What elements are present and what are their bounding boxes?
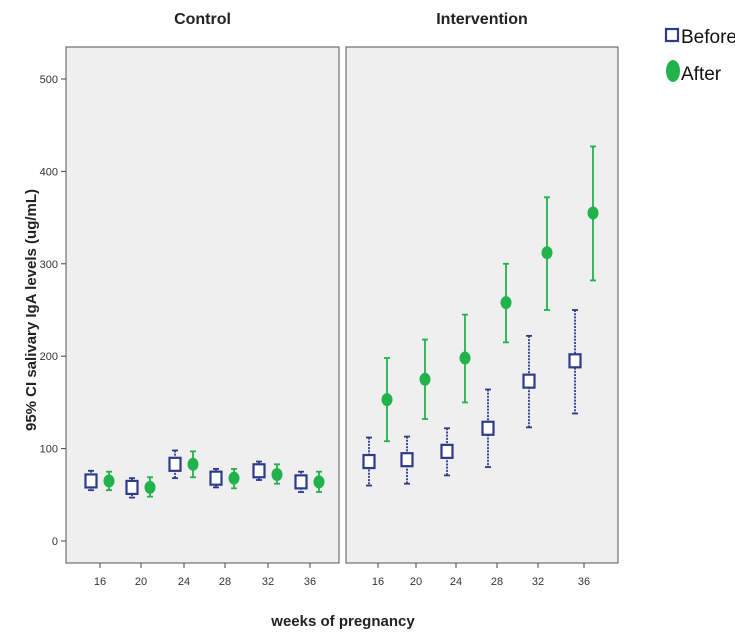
y-axis: 0 100 200 300 400 500 — [40, 74, 66, 548]
data-point-before — [84, 473, 98, 489]
data-point-before — [440, 443, 454, 459]
x-tick-label: 16 — [94, 576, 106, 588]
data-point-before — [522, 373, 536, 389]
data-point-after — [459, 351, 471, 365]
x-tick-label: 28 — [491, 576, 503, 588]
data-point-after — [103, 474, 115, 488]
legend-before-label: Before — [681, 27, 735, 48]
x-tick-label: 36 — [578, 576, 590, 588]
x-tick-label: 24 — [178, 576, 190, 588]
y-tick-label: 0 — [52, 536, 58, 548]
data-point-before — [168, 456, 182, 472]
series-before-control — [84, 449, 308, 499]
x-axis-title: weeks of pregnancy — [270, 613, 415, 630]
data-point-before — [209, 470, 223, 486]
data-point-before — [400, 452, 414, 468]
data-point-before — [568, 353, 582, 369]
data-point-before — [362, 453, 376, 470]
x-tick-label: 20 — [410, 576, 422, 588]
data-point-after — [541, 246, 553, 260]
series-after-control — [103, 450, 325, 498]
x-tick-label: 16 — [372, 576, 384, 588]
y-tick-label: 300 — [40, 259, 58, 271]
panel-control: Control 16 20 24 28 32 36 — [65, 11, 340, 588]
panel-plot-area — [345, 46, 619, 564]
data-point-after — [187, 457, 199, 471]
data-point-after — [419, 372, 431, 386]
y-tick-label: 100 — [40, 444, 58, 456]
data-point-before — [294, 474, 308, 490]
panels-layer: Control 16 20 24 28 32 36 Intervention 16 20 24 28 3… — [65, 11, 619, 588]
data-point-before — [481, 420, 495, 436]
y-tick-label: 200 — [40, 351, 58, 363]
legend-after-marker — [666, 60, 680, 82]
x-tick-label: 20 — [135, 576, 147, 588]
data-point-after — [313, 475, 325, 489]
data-point-before — [125, 479, 139, 496]
x-tick-label: 28 — [219, 576, 231, 588]
x-tick-label: 32 — [262, 576, 274, 588]
data-point-after — [144, 480, 156, 494]
data-point-after — [271, 467, 283, 481]
panel-intervention: Intervention 16 20 24 28 32 36 — [345, 11, 619, 588]
y-axis-title: 95% CI salivary IgA levels (ug/mL) — [23, 189, 40, 431]
data-point-after — [587, 206, 599, 220]
series-after-intervention — [381, 145, 599, 443]
x-tick-label: 24 — [450, 576, 462, 588]
x-tick-label: 32 — [532, 576, 544, 588]
legend-after-label: After — [681, 64, 722, 85]
x-tick-label: 36 — [304, 576, 316, 588]
legend: Before After — [664, 27, 735, 85]
data-point-after — [381, 393, 393, 407]
panel-title: Intervention — [436, 11, 528, 28]
panel-title: Control — [174, 11, 231, 28]
data-point-before — [252, 463, 266, 479]
y-tick-label: 400 — [40, 166, 58, 178]
data-point-after — [228, 471, 240, 485]
series-before-intervention — [362, 309, 582, 487]
data-point-after — [500, 296, 512, 310]
y-tick-label: 500 — [40, 74, 58, 86]
legend-before-marker — [664, 27, 680, 43]
